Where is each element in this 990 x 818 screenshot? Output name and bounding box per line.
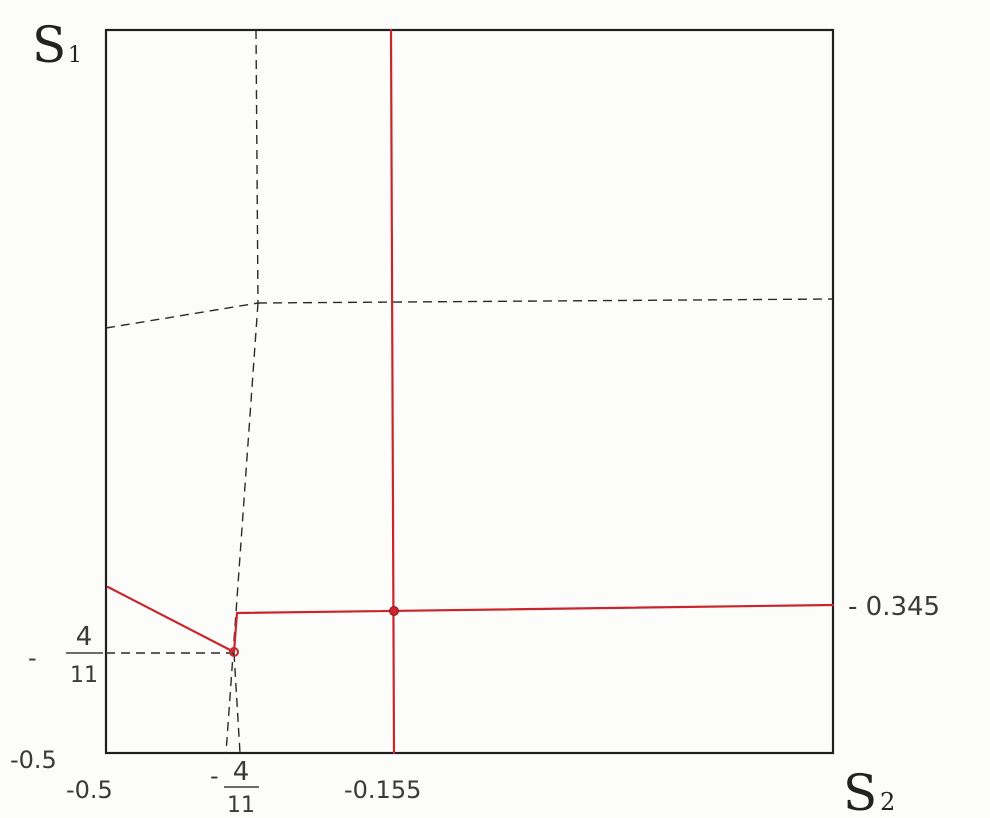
x-tick-minus-0-5: -0.5 — [66, 776, 113, 804]
y-tick-minus-0-5: -0.5 — [10, 746, 57, 774]
red-horizontal-line — [235, 603, 835, 615]
x-axis-subscript: 2 — [880, 788, 895, 816]
corner-point — [229, 647, 239, 657]
red-short-segment — [232, 611, 239, 654]
red-diagonal-segment — [106, 585, 236, 654]
dashed-vertical-lower — [225, 302, 259, 754]
x-tick-minus-4-11: - 4 11 — [210, 757, 259, 818]
y-tick-numerator: 4 — [76, 622, 93, 652]
x-tick-minus-0-155: -0.155 — [344, 776, 421, 804]
right-tick-minus-0-345: - 0.345 — [848, 592, 940, 622]
dashed-boundaries — [105, 29, 834, 754]
y-axis-label: S — [32, 16, 66, 74]
intersection-point — [389, 606, 399, 616]
y-axis-subscript: 1 — [68, 43, 82, 68]
red-boundaries — [106, 28, 835, 755]
x-tick-minus-sign: - — [210, 762, 219, 790]
y-tick-denominator: 11 — [70, 663, 98, 688]
y-tick-minus-4-11: - 4 11 — [28, 622, 103, 688]
x-tick-numerator: 4 — [233, 757, 250, 787]
x-axis-label: S — [843, 764, 877, 818]
x-tick-denominator: 11 — [227, 793, 255, 818]
dashed-horizontal-left — [105, 302, 259, 329]
red-vertical-line — [389, 28, 396, 755]
dashed-vertical-upper — [255, 29, 259, 304]
y-tick-minus-sign: - — [28, 644, 37, 672]
plot-frame — [104, 28, 835, 755]
dashed-x-reference — [233, 652, 241, 754]
dashed-horizontal-right — [257, 298, 834, 304]
